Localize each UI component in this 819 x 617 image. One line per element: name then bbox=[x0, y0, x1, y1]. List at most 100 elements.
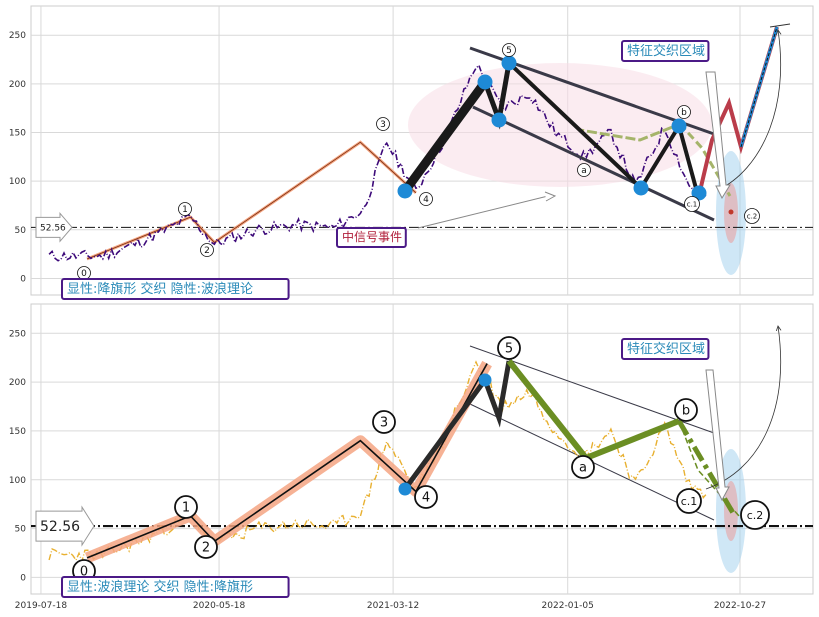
y-tick-label: 150 bbox=[9, 427, 26, 437]
wave-label: a bbox=[579, 461, 587, 476]
wave-line bbox=[86, 363, 488, 559]
wave-label-circle bbox=[502, 43, 516, 57]
wave-label: 4 bbox=[422, 491, 430, 506]
wave-label-circle bbox=[676, 488, 702, 514]
x-tick-label: 2020-05-18 bbox=[193, 601, 246, 611]
y-tick-label: 0 bbox=[20, 573, 26, 583]
pivot-marker bbox=[397, 183, 413, 199]
projection-up-dash bbox=[740, 26, 778, 148]
caption-box bbox=[61, 278, 290, 300]
x-tick-label: 2019-07-18 bbox=[15, 601, 68, 611]
wave-label: 0 bbox=[80, 565, 88, 580]
wave-label-circle bbox=[677, 105, 691, 119]
pivot-marker bbox=[477, 74, 493, 90]
wave-label-circle bbox=[194, 535, 218, 559]
wave-label-circle bbox=[372, 410, 396, 434]
interleave-zone bbox=[408, 63, 712, 187]
region-arrow bbox=[705, 369, 730, 502]
caption-text: 显性:波浪理论 交织 隐性:降旗形 bbox=[67, 579, 253, 595]
wave-label-circle bbox=[744, 208, 760, 224]
wave-label-circle bbox=[200, 243, 214, 257]
pivot-marker bbox=[691, 185, 707, 201]
y-tick-label: 250 bbox=[9, 329, 26, 339]
wave-label-circle bbox=[178, 202, 192, 216]
wave-label: c.2 bbox=[747, 213, 758, 221]
wave-label: c.2 bbox=[747, 509, 764, 522]
pivot-marker bbox=[671, 118, 687, 134]
wave-label: 3 bbox=[380, 416, 388, 431]
y-tick-label: 50 bbox=[15, 226, 27, 236]
pivot-marker bbox=[491, 112, 507, 128]
axis-layer: 0501001502002500501001502002502019-07-18… bbox=[9, 31, 766, 611]
pivot-marker bbox=[478, 373, 492, 387]
caption-box bbox=[336, 227, 407, 248]
wave-label: 2 bbox=[204, 246, 210, 256]
x-tick-label: 2021-03-12 bbox=[367, 601, 419, 611]
y-tick-label: 250 bbox=[9, 31, 26, 41]
impulse-3 bbox=[401, 79, 489, 194]
region-arrow bbox=[705, 71, 731, 200]
wave-label: c.1 bbox=[687, 201, 698, 209]
wave-label: 2 bbox=[202, 541, 210, 556]
wave-label-circle bbox=[376, 117, 390, 131]
y-tick-label: 0 bbox=[20, 274, 26, 284]
wave-label-circle bbox=[571, 455, 595, 479]
caption-box bbox=[621, 40, 710, 62]
wave-label-circle bbox=[674, 398, 698, 422]
price-series bbox=[48, 360, 707, 564]
wave-label: c.1 bbox=[681, 495, 698, 508]
wave-label: 5 bbox=[506, 46, 512, 56]
abc-dashed bbox=[676, 419, 736, 515]
event-arrow bbox=[417, 195, 549, 229]
wave-label: 0 bbox=[81, 269, 87, 279]
wave-label-circle bbox=[419, 192, 433, 206]
wave-label-circle bbox=[740, 500, 770, 530]
wave-label: 4 bbox=[423, 195, 429, 205]
target-tick bbox=[769, 23, 791, 28]
flag-impulse bbox=[402, 360, 512, 491]
y-tick-label: 150 bbox=[9, 128, 26, 138]
y-tick-label: 200 bbox=[9, 80, 26, 90]
caption-text: 中信号事件 bbox=[342, 229, 402, 244]
caption-text: 特征交织区域 bbox=[627, 43, 705, 59]
wave-label-circle bbox=[174, 495, 198, 519]
reference-arrow bbox=[35, 505, 95, 547]
y-tick-label: 200 bbox=[9, 378, 26, 388]
caption-text: 特征交织区域 bbox=[627, 341, 705, 357]
pivot-marker bbox=[633, 180, 649, 196]
caption-box bbox=[621, 338, 710, 360]
event-arrow-head bbox=[544, 191, 557, 202]
wave-label-circle bbox=[497, 336, 521, 360]
pivot-marker bbox=[398, 482, 412, 496]
x-tick-label: 2022-10-27 bbox=[714, 601, 766, 611]
wave-label: 1 bbox=[182, 205, 188, 215]
wave-label: 1 bbox=[182, 501, 190, 516]
y-tick-label: 100 bbox=[9, 177, 26, 187]
forecast-point bbox=[728, 209, 734, 215]
caption-text: 显性:降旗形 交织 隐性:波浪理论 bbox=[67, 281, 253, 297]
wave-label: b bbox=[682, 404, 690, 419]
caption-box bbox=[61, 576, 290, 598]
wave-label: b bbox=[681, 108, 687, 118]
wave-label: 5 bbox=[505, 342, 513, 357]
y-tick-label: 100 bbox=[9, 476, 26, 486]
reference-value-label: 52.56 bbox=[40, 223, 66, 233]
reference-value-label: 52.56 bbox=[40, 519, 80, 535]
y-tick-label: 50 bbox=[15, 525, 27, 535]
wave-label-circle bbox=[684, 196, 700, 212]
wave-label: a bbox=[581, 166, 587, 176]
forecast-arrow bbox=[717, 30, 781, 191]
wave-line bbox=[86, 141, 417, 260]
wave-label-circle bbox=[414, 485, 438, 509]
pivot-marker bbox=[501, 55, 517, 71]
abc-thin bbox=[678, 420, 741, 518]
reference-arrow bbox=[35, 211, 73, 243]
channel-lower bbox=[472, 105, 715, 222]
flag-zigzag bbox=[507, 61, 699, 193]
x-tick-label: 2022-01-05 bbox=[542, 601, 594, 611]
wave-label: 3 bbox=[380, 120, 386, 130]
wave-label-circle bbox=[577, 163, 591, 177]
